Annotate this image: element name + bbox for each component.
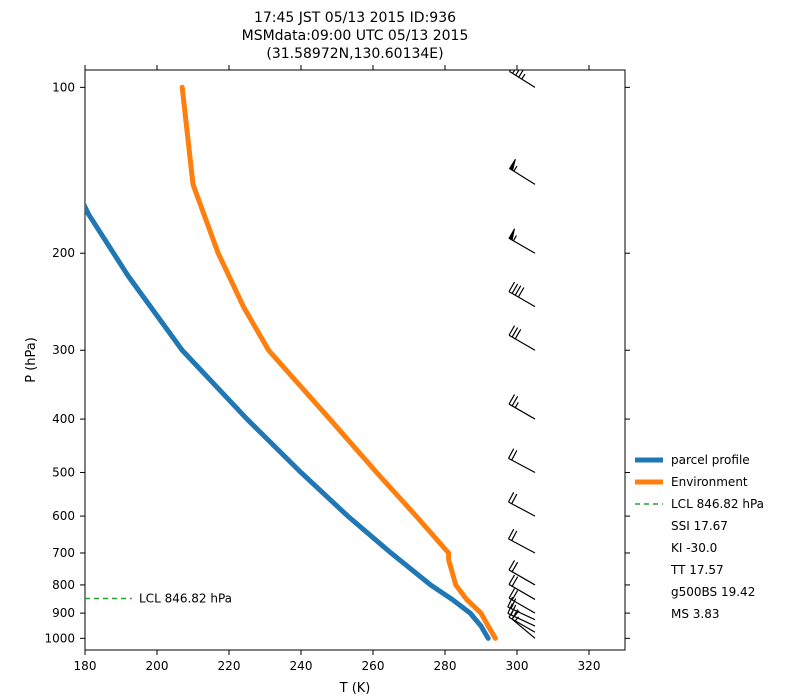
wind-barb — [509, 449, 535, 473]
wind-barb — [509, 575, 535, 600]
legend-label: MS 3.83 — [671, 607, 720, 621]
x-tick-label: 300 — [506, 659, 529, 673]
legend-label: LCL 846.82 hPa — [671, 497, 764, 511]
environment-line — [182, 87, 495, 638]
axes-frame — [85, 70, 625, 650]
y-tick-label: 700 — [52, 546, 75, 560]
x-axis-label: T (K) — [339, 681, 371, 696]
wind-barb — [510, 62, 535, 87]
title-line-2: MSMdata:09:00 UTC 05/13 2015 — [242, 28, 469, 44]
legend-label: parcel profile — [671, 453, 750, 467]
legend-label: SSI 17.67 — [671, 519, 728, 533]
parcel-profile-line — [78, 192, 488, 638]
lcl-annotation: LCL 846.82 hPa — [139, 592, 232, 606]
x-tick-label: 320 — [578, 659, 601, 673]
wind-barb — [509, 282, 535, 307]
y-tick-label: 900 — [52, 606, 75, 620]
y-tick-label: 800 — [52, 578, 75, 592]
x-tick-label: 280 — [434, 659, 457, 673]
wind-barb — [509, 395, 535, 420]
x-tick-label: 240 — [290, 659, 313, 673]
wind-barb — [509, 492, 535, 516]
legend-label: TT 17.57 — [670, 563, 724, 577]
y-tick-label: 100 — [52, 80, 75, 94]
y-tick-label: 1000 — [44, 631, 75, 645]
x-tick-label: 220 — [218, 659, 241, 673]
chart-svg: 17:45 JST 05/13 2015 ID:936 MSMdata:09:00… — [0, 0, 800, 700]
y-tick-label: 300 — [52, 343, 75, 357]
wind-barb — [510, 159, 535, 184]
plot-area: LCL 846.82 hPa — [78, 62, 535, 638]
x-tick-label: 180 — [74, 659, 97, 673]
y-tick-label: 400 — [52, 412, 75, 426]
x-tick-label: 260 — [362, 659, 385, 673]
title-line-3: (31.58972N,130.60134E) — [266, 46, 443, 62]
wind-barb — [509, 326, 535, 351]
y-tick-label: 600 — [52, 509, 75, 523]
legend-label: g500BS 19.42 — [671, 585, 755, 599]
y-axis-label: P (hPa) — [24, 337, 39, 383]
wind-barb — [509, 229, 535, 254]
wind-barb — [509, 560, 535, 585]
y-tick-label: 500 — [52, 465, 75, 479]
x-tick-label: 200 — [146, 659, 169, 673]
title-line-1: 17:45 JST 05/13 2015 ID:936 — [254, 10, 456, 26]
y-tick-label: 200 — [52, 246, 75, 260]
wind-barb — [509, 529, 535, 553]
legend-label: KI -30.0 — [671, 541, 717, 555]
legend: parcel profile Environment LCL 846.82 hPa S… — [635, 453, 764, 621]
legend-label: Environment — [671, 475, 748, 489]
sounding-chart: 17:45 JST 05/13 2015 ID:936 MSMdata:09:00… — [0, 0, 800, 700]
